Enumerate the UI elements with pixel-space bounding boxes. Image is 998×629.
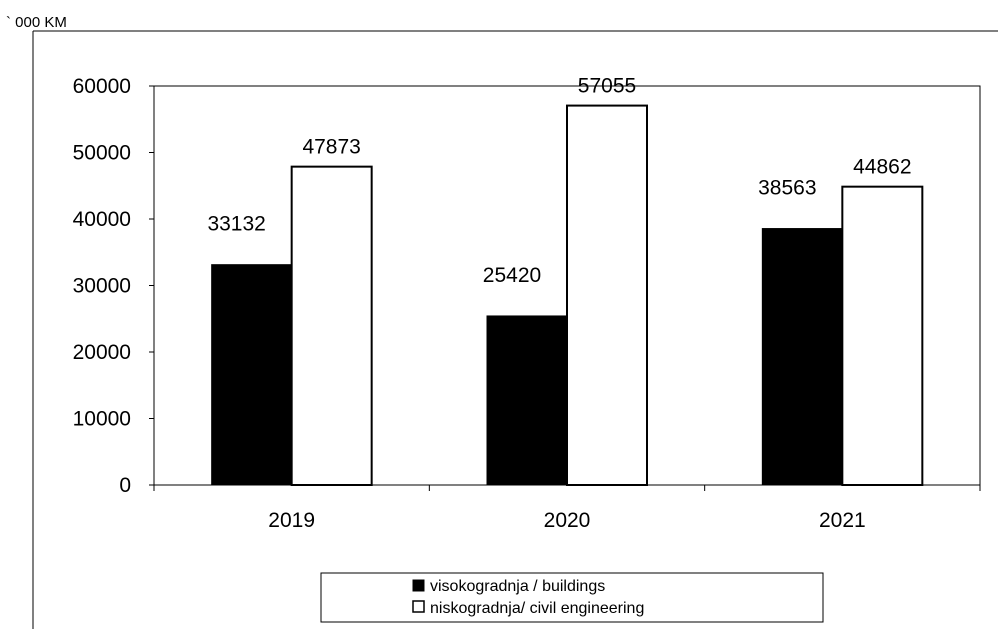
bar-buildings-2021 bbox=[761, 228, 843, 486]
bar-buildings-2020 bbox=[486, 315, 568, 486]
data-labels: 33132 47873 25420 57055 38563 44862 bbox=[207, 75, 911, 287]
y-tick-label: 40000 bbox=[73, 208, 131, 231]
y-tick-label: 10000 bbox=[73, 408, 131, 431]
legend-swatch-civil-engineering bbox=[412, 600, 425, 613]
axes: 0 10000 20000 30000 40000 50000 60000 2019 2020 2… bbox=[73, 75, 981, 532]
data-label-civil-engineering-2020: 57055 bbox=[578, 75, 636, 98]
y-tick-label: 30000 bbox=[73, 275, 131, 298]
bar-civil-engineering-2021 bbox=[841, 185, 924, 486]
legend-label-civil-engineering: niskogradnja/ civil engineering bbox=[430, 600, 644, 617]
bars bbox=[211, 104, 924, 486]
legend-box bbox=[320, 572, 824, 623]
y-tick-label: 50000 bbox=[73, 142, 131, 165]
data-label-buildings-2021: 38563 bbox=[758, 177, 816, 200]
data-label-buildings-2020: 25420 bbox=[483, 264, 541, 287]
y-tick-label: 0 bbox=[119, 474, 131, 497]
bar-buildings-2019 bbox=[211, 264, 293, 486]
x-tick-label: 2020 bbox=[544, 509, 591, 532]
data-label-buildings-2019: 33132 bbox=[207, 213, 265, 236]
legend: visokogradnja / buildings niskogradnja/ … bbox=[320, 572, 824, 623]
x-tick-label: 2019 bbox=[268, 509, 315, 532]
y-tick-label: 60000 bbox=[73, 75, 131, 98]
bar-civil-engineering-2020 bbox=[566, 104, 648, 486]
x-tick-label: 2021 bbox=[819, 509, 866, 532]
data-label-civil-engineering-2021: 44862 bbox=[853, 156, 911, 179]
y-tick-label: 20000 bbox=[73, 341, 131, 364]
legend-swatch-buildings bbox=[412, 579, 425, 592]
unit-label: ` 000 KM bbox=[6, 14, 67, 31]
data-label-civil-engineering-2019: 47873 bbox=[302, 136, 360, 159]
legend-label-buildings: visokogradnja / buildings bbox=[430, 578, 605, 595]
bar-civil-engineering-2019 bbox=[290, 165, 373, 486]
